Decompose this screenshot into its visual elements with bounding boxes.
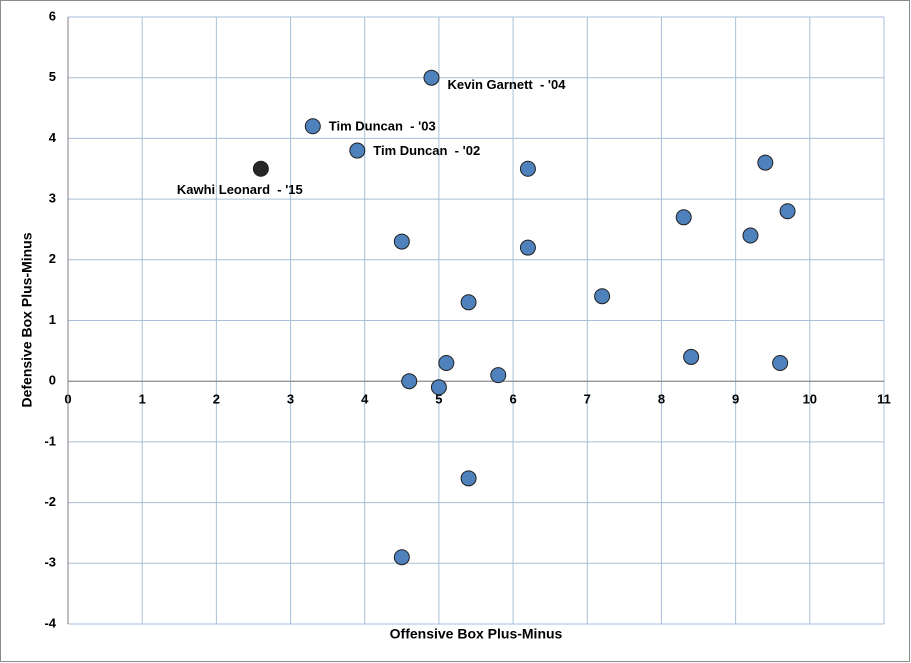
point-label: Tim Duncan - '03 <box>329 119 436 134</box>
point <box>519 160 536 177</box>
y-tick-label: 4 <box>49 130 57 145</box>
point <box>594 288 611 305</box>
point <box>401 373 418 390</box>
x-tick-label: 4 <box>361 392 369 407</box>
y-tick-label: -2 <box>44 494 56 509</box>
point <box>430 379 447 396</box>
y-tick-label: -3 <box>44 555 56 570</box>
point <box>490 367 507 384</box>
point <box>519 239 536 256</box>
point <box>423 69 440 86</box>
point <box>393 233 410 250</box>
y-tick-label: 0 <box>49 373 56 388</box>
point <box>460 470 477 487</box>
x-tick-label: 3 <box>287 392 294 407</box>
y-tick-label: 6 <box>49 8 56 23</box>
point <box>779 203 796 220</box>
x-tick-label: 6 <box>509 392 516 407</box>
y-axis-title: Defensive Box Plus-Minus <box>19 232 35 407</box>
x-tick-label: 2 <box>213 392 220 407</box>
point <box>460 294 477 311</box>
y-tick-label: -1 <box>44 433 56 448</box>
point <box>742 227 759 244</box>
x-tick-label: 8 <box>658 392 665 407</box>
x-tick-label: 7 <box>584 392 591 407</box>
x-axis-title: Offensive Box Plus-Minus <box>390 626 563 642</box>
point <box>393 549 410 566</box>
point <box>772 354 789 371</box>
x-tick-label: 10 <box>803 392 817 407</box>
point <box>438 354 455 371</box>
point <box>757 154 774 171</box>
point <box>304 118 321 135</box>
x-tick-label: 9 <box>732 392 739 407</box>
y-tick-label: 5 <box>49 69 56 84</box>
point <box>683 348 700 365</box>
y-tick-label: 3 <box>49 191 56 206</box>
point <box>675 209 692 226</box>
x-tick-label: 1 <box>139 392 146 407</box>
y-tick-label: 2 <box>49 251 56 266</box>
point <box>349 142 366 159</box>
y-tick-label: -4 <box>44 615 56 630</box>
point-label: Kawhi Leonard - '15 <box>177 182 303 197</box>
point-label: Kevin Garnett - '04 <box>447 77 566 92</box>
point <box>252 160 269 177</box>
point-label: Tim Duncan - '02 <box>373 143 480 158</box>
x-tick-label: 5 <box>435 392 442 407</box>
x-tick-label: 11 <box>877 392 891 407</box>
y-tick-label: 1 <box>49 312 56 327</box>
